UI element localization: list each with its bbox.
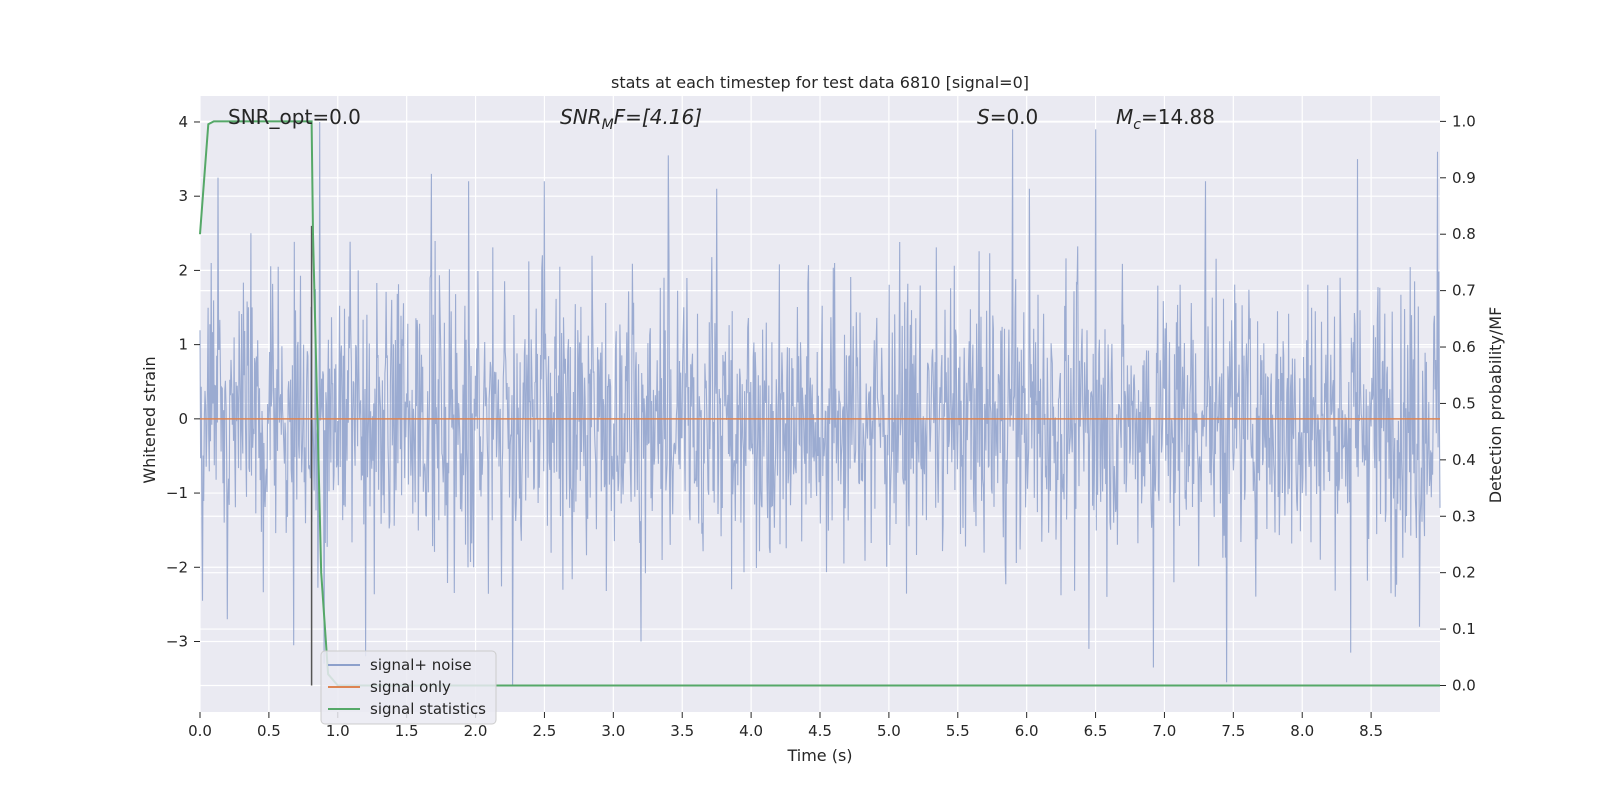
x-tick-label: 0.0 xyxy=(188,722,212,740)
x-tick-label: 8.5 xyxy=(1359,722,1383,740)
y-tick-label-right: 0.9 xyxy=(1452,169,1476,187)
y-tick-label-left: 3 xyxy=(178,187,188,205)
y-tick-label-right: 0.1 xyxy=(1452,620,1476,638)
x-tick-label: 3.0 xyxy=(601,722,625,740)
x-tick-label: 7.5 xyxy=(1221,722,1245,740)
y-axis-label-right: Detection probability/MF xyxy=(1486,307,1505,504)
annotation-mc: Mc=14.88 xyxy=(1116,105,1215,133)
x-tick-label: 5.0 xyxy=(877,722,901,740)
legend-label-signal-only: signal only xyxy=(370,678,451,696)
legend-box xyxy=(320,650,497,725)
x-tick-label: 4.5 xyxy=(808,722,832,740)
y-tick-label-right: 1.0 xyxy=(1452,112,1476,130)
x-tick-label: 7.0 xyxy=(1153,722,1177,740)
y-tick-label-right: 0.2 xyxy=(1452,564,1476,582)
annotation-snr-opt: SNR_opt=0.0 xyxy=(228,105,361,129)
x-tick-label: 0.5 xyxy=(257,722,281,740)
y-tick-label-right: 0.3 xyxy=(1452,507,1476,525)
y-tick-label-left: 0 xyxy=(178,410,188,428)
y-tick-label-left: −1 xyxy=(166,484,188,502)
x-tick-label: 4.0 xyxy=(739,722,763,740)
chart-title: stats at each timestep for test data 681… xyxy=(611,73,1029,92)
x-tick-label: 6.5 xyxy=(1084,722,1108,740)
x-tick-label: 2.0 xyxy=(464,722,488,740)
y-tick-label-left: 1 xyxy=(178,336,188,354)
y-tick-label-right: 0.6 xyxy=(1452,338,1476,356)
signal-noise-line xyxy=(199,121,1441,687)
x-axis-label: Time (s) xyxy=(786,746,852,765)
legend-label-signal-statistics: signal statistics xyxy=(370,700,486,718)
legend-label-signal-noise: signal+ noise xyxy=(370,656,472,674)
signal-noise-series xyxy=(199,121,1441,687)
y-tick-label-right: 0.8 xyxy=(1452,225,1476,243)
axes: 0.0 0.5 1.0 1.5 2.0 2.5 3.0 3.5 4.0 4.5 5.0 5.5 6.0 6… xyxy=(166,112,1476,740)
x-tick-label: 1.5 xyxy=(395,722,419,740)
x-tick-label: 6.0 xyxy=(1015,722,1039,740)
x-tick-label: 1.0 xyxy=(326,722,350,740)
legend: signal+ noise signal only signal statist… xyxy=(320,650,497,725)
y-tick-label-right: 0.5 xyxy=(1452,394,1476,412)
y-tick-label-left: −3 xyxy=(166,632,188,650)
x-tick-label: 5.5 xyxy=(946,722,970,740)
annotations: SNR_opt=0.0 SNRMF=[4.16] S=0.0 Mc=14.88 xyxy=(228,105,1215,133)
x-tick-label: 8.0 xyxy=(1290,722,1314,740)
x-tick-label: 2.5 xyxy=(533,722,557,740)
grid xyxy=(199,96,1440,712)
annotation-snr-mf: SNRMF=[4.16] xyxy=(560,105,702,133)
annotation-s: S=0.0 xyxy=(977,105,1038,129)
y-tick-label-left: −2 xyxy=(166,558,188,576)
y-axis-label-left: Whitened strain xyxy=(140,356,159,483)
y-tick-label-left: 2 xyxy=(178,261,188,279)
y-tick-label-right: 0.0 xyxy=(1452,676,1476,694)
x-tick-label: 3.5 xyxy=(670,722,694,740)
y-tick-label-right: 0.4 xyxy=(1452,451,1476,469)
y-tick-label-right: 0.7 xyxy=(1452,282,1476,300)
y-tick-label-left: 4 xyxy=(178,113,188,131)
